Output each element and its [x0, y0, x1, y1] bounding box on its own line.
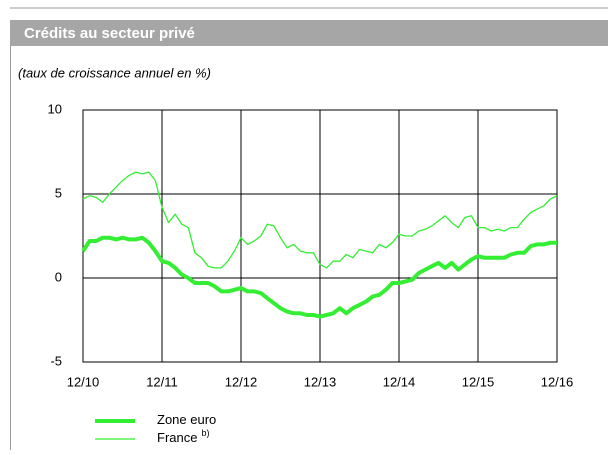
legend-name: France — [157, 430, 197, 445]
x-tick-label: 12/11 — [146, 374, 178, 389]
x-tick-label: 12/12 — [225, 374, 258, 389]
y-tick-label: 10 — [48, 101, 62, 116]
legend-name: Zone euro — [157, 412, 216, 427]
y-tick-label: -5 — [50, 353, 62, 368]
legend-label: France b) — [157, 428, 209, 445]
y-tick-label: 5 — [55, 185, 62, 200]
legend-label: Zone euro — [157, 412, 216, 427]
chart-subtitle: (taux de croissance annuel en %) — [18, 65, 211, 80]
data-line — [82, 171, 558, 269]
y-tick-label: 0 — [55, 269, 62, 284]
x-tick-label: 12/14 — [383, 374, 416, 389]
x-tick-label: 12/16 — [541, 374, 574, 389]
header-bar — [10, 20, 608, 46]
legend-footnote: b) — [201, 428, 209, 438]
data-line — [81, 235, 557, 319]
x-tick-label: 12/13 — [304, 374, 337, 389]
x-tick-label: 12/15 — [462, 374, 495, 389]
x-tick-label: 12/10 — [67, 374, 100, 389]
chart-title: Crédits au secteur privé — [24, 25, 195, 42]
